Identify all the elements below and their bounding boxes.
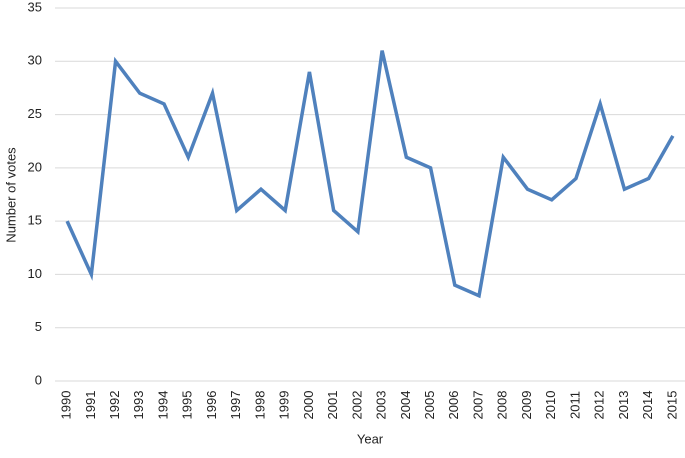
x-tick-label: 2014 bbox=[640, 391, 655, 420]
x-tick-label: 1992 bbox=[107, 391, 122, 420]
y-tick-label: 30 bbox=[28, 53, 42, 68]
x-tick-label: 2003 bbox=[374, 391, 389, 420]
y-tick-label: 15 bbox=[28, 213, 42, 228]
x-axis-label: Year bbox=[357, 431, 384, 446]
x-tick-label: 2000 bbox=[301, 391, 316, 420]
y-tick-label: 35 bbox=[28, 0, 42, 14]
x-tick-label: 1998 bbox=[252, 391, 267, 420]
x-tick-label: 2005 bbox=[422, 391, 437, 420]
x-tick-label: 2010 bbox=[543, 391, 558, 420]
x-tick-label: 1996 bbox=[204, 391, 219, 420]
y-tick-label: 25 bbox=[28, 106, 42, 121]
x-tick-label: 2015 bbox=[664, 391, 679, 420]
x-tick-label: 1991 bbox=[83, 391, 98, 420]
x-tick-label: 1999 bbox=[277, 391, 292, 420]
x-tick-label: 1990 bbox=[59, 391, 74, 420]
x-tick-label: 1995 bbox=[180, 391, 195, 420]
y-axis-label: Number of votes bbox=[3, 147, 18, 243]
x-tick-label: 2011 bbox=[567, 391, 582, 419]
data-line bbox=[65, 50, 675, 299]
x-tick-label: 1994 bbox=[155, 391, 170, 420]
x-tick-label: 1993 bbox=[131, 391, 146, 420]
x-tick-label: 2008 bbox=[495, 391, 510, 420]
x-tick-label: 1997 bbox=[228, 391, 243, 420]
y-tick-label: 20 bbox=[28, 159, 42, 174]
x-tick-label: 2004 bbox=[398, 391, 413, 420]
x-tick-label: 2007 bbox=[470, 391, 485, 420]
x-tick-label: 2006 bbox=[446, 391, 461, 420]
x-tick-label: 2001 bbox=[325, 391, 340, 420]
y-tick-label: 0 bbox=[35, 372, 42, 387]
y-tick-label: 10 bbox=[28, 266, 42, 281]
x-tick-label: 2002 bbox=[349, 391, 364, 420]
x-tick-label: 2013 bbox=[616, 391, 631, 420]
y-tick-label: 5 bbox=[35, 319, 42, 334]
x-tick-label: 2012 bbox=[592, 391, 607, 420]
x-tick-label: 2009 bbox=[519, 391, 534, 420]
